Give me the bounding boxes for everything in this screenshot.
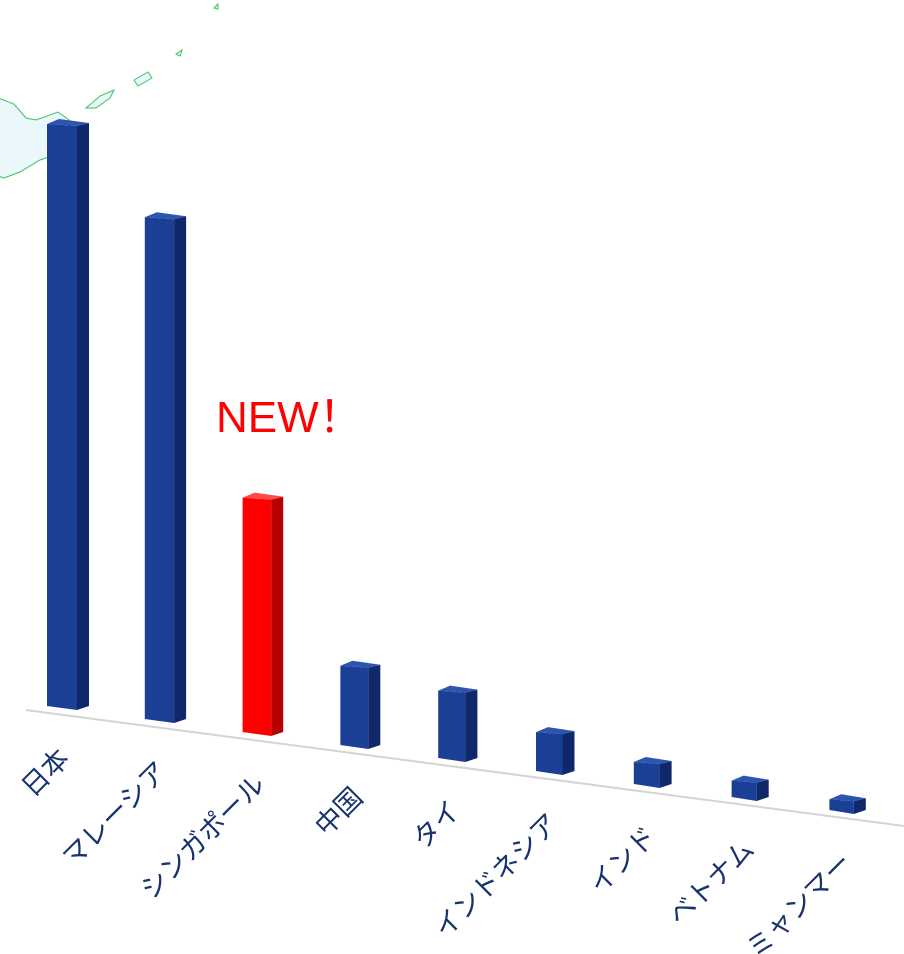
bar-front-face [438,690,466,762]
x-tick-label: タイ [407,795,467,855]
bar-front-face [633,761,660,788]
bar-top-face [340,660,381,668]
x-tick-label: ベトナム [663,834,761,932]
bar-front-face [536,732,563,775]
bar-top-face [144,212,187,220]
bar-top-face [731,775,769,783]
bar-front-face [144,217,175,724]
bar-front-face [340,665,369,749]
bar [536,727,575,775]
bar-side-face [853,798,866,814]
x-tick-label: 日本 [16,743,76,803]
x-tick-label: ミャンマー [741,847,858,954]
bar [340,660,381,749]
x-tick-label: 中国 [309,782,369,842]
bar-side-face [271,496,284,736]
bar-side-face [659,760,672,788]
bar-top-face [633,756,672,764]
annotation-new: NEW！ [216,393,363,442]
map-background [0,2,219,179]
map-island [133,71,153,87]
bar-top-face [536,727,575,735]
x-tick-label: マレーシア [57,756,174,873]
bar [144,212,187,724]
map-island [84,89,116,109]
bar [438,685,478,762]
bar-front-face [242,497,272,736]
bar-side-face [562,731,575,775]
bar [242,492,284,736]
bar [829,794,866,814]
x-tick-label: インド [584,821,663,900]
bar-side-face [756,779,769,801]
bar-top-face [242,492,284,500]
bar [731,775,769,801]
map-island [175,48,183,57]
bar-front-face [47,124,77,710]
bar [47,119,89,710]
bar-front-face [829,799,854,814]
x-axis-baseline [25,709,904,827]
bar-side-face [77,123,89,710]
bar-top-face [438,685,478,693]
map-island [213,2,219,10]
bars [47,119,866,814]
bar [633,756,672,788]
bar-top-face [829,794,866,802]
bar-front-face [731,780,757,801]
bar-side-face [465,689,478,762]
bar-top-face [47,119,89,126]
bar-side-face [368,664,381,749]
bar-side-face [174,216,187,724]
